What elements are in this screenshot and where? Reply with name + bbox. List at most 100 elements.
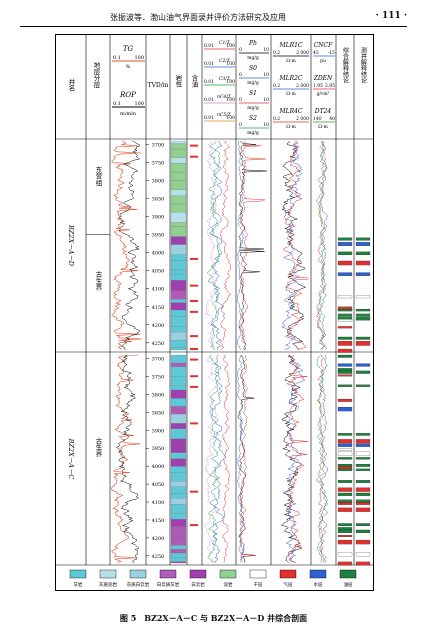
logging-interpretation-interval	[355, 539, 371, 545]
depth-tick-label: 3900	[152, 215, 165, 221]
depth-tick-label: 3750	[152, 161, 165, 167]
pyrolysis-header: Ph 0 10 mg/g S0 0 10 mg/g S1 0 10 mg/g S…	[239, 40, 269, 136]
lithology-interval	[170, 212, 187, 223]
depth-tick-label: 4000	[152, 251, 165, 257]
depth-tick-label: 4050	[152, 269, 165, 275]
s0-name: S0	[249, 65, 257, 72]
lithology-interval	[170, 143, 187, 150]
c3-max: 100	[226, 79, 235, 85]
lithology-interval	[170, 444, 187, 453]
interpretation-interval	[337, 326, 353, 329]
lithology-legend: 灰岩 灰质泥岩 灰质白云岩 白云质灰岩 白云岩 泥岩 干层 气层 水层 油层	[69, 569, 357, 588]
lithology-interval	[170, 389, 187, 399]
s1-min: 0	[239, 97, 242, 103]
depth-tick-label: 4250	[152, 554, 165, 560]
s0-min: 0	[239, 72, 242, 78]
interpretation-interval	[337, 319, 353, 322]
dt24-curve	[316, 354, 328, 563]
s0-max: 10	[263, 72, 269, 78]
interpretation-interval	[337, 507, 353, 512]
page-number: · 111 ·	[375, 11, 407, 21]
interpretation-interval	[337, 336, 353, 340]
lithology-interval	[170, 549, 187, 554]
mlr2c-min: 0.2	[273, 83, 280, 89]
lithology-interval	[170, 157, 187, 164]
c1-max: 100	[226, 43, 235, 49]
oil-show-mark	[190, 375, 198, 378]
header-rule	[20, 26, 407, 27]
lithology-interval	[170, 486, 187, 494]
lithology-interval	[170, 290, 187, 300]
mlr1c-min: 0.2	[273, 50, 280, 56]
dt24-min: 140	[313, 116, 322, 122]
logging-interpretation-interval	[355, 242, 371, 246]
logging-interpretation-interval	[355, 480, 371, 483]
cncf-name: CNCF	[314, 42, 333, 49]
legend-swatch	[129, 569, 147, 579]
logging-interpretation-interval	[355, 507, 371, 512]
mlr4c-curve	[285, 354, 309, 563]
lithology-interval	[170, 302, 187, 311]
s2-unit: mg/g	[247, 130, 259, 136]
zden-max: 2.95	[325, 83, 335, 89]
depth-tick-label: 4150	[152, 518, 165, 524]
interpretation-interval	[337, 237, 353, 241]
c3-curve	[206, 140, 223, 350]
c2-name: C2/Σ	[219, 58, 231, 64]
lithology-interval	[170, 203, 187, 213]
c2-min: 0.01	[204, 61, 214, 67]
depth-tick-label: 3700	[152, 357, 165, 363]
lithology-interval	[170, 195, 187, 205]
oil-show-mark	[190, 257, 198, 260]
legend-label: 白云质灰岩	[157, 581, 180, 588]
depth-tick-label: 4150	[152, 305, 165, 311]
dt24-name: DT24	[314, 108, 332, 115]
lithology-interval	[170, 481, 187, 487]
dt24-curve	[315, 140, 327, 350]
rop-curve	[116, 354, 140, 563]
mlr1c-max: 2 000	[296, 50, 309, 56]
c1-name: C1/Σ	[219, 40, 231, 46]
lithology-interval	[170, 366, 187, 377]
lithology-interval	[170, 274, 187, 281]
oil-show-mark	[190, 144, 198, 147]
interpretation-interval	[337, 561, 353, 566]
col-oil-show: 含油	[190, 73, 198, 89]
tg-name: TG	[123, 45, 134, 53]
c2-curve	[210, 354, 226, 563]
depth-tick-label: 3950	[152, 233, 165, 239]
legend-label: 灰岩	[74, 581, 83, 588]
col-lithology: 岩性	[174, 73, 182, 89]
nc5-max: 100	[226, 115, 235, 121]
depth-tick-label: 4250	[152, 341, 165, 347]
oil-show-mark	[190, 155, 198, 158]
lithology-interval	[170, 148, 187, 158]
s2-name: S2	[249, 115, 257, 122]
composite-log-figure: 井名 地层分层 TVD/m 岩性 含油 综合解释结论 测井解释结论 TG 0.1…	[55, 34, 374, 591]
cncf-curve	[316, 140, 328, 350]
lithology-interval	[170, 299, 187, 303]
mlr1c-unit: Ω·m	[286, 58, 296, 64]
depth-tick-label: 3800	[152, 392, 165, 398]
interpretation-interval	[337, 433, 353, 436]
c2-curve	[208, 140, 225, 350]
col-logging-result: 测井解释结论	[360, 46, 367, 84]
lithology-interval	[170, 519, 187, 527]
ph-unit: mg/g	[247, 55, 259, 61]
nc4-max: 100	[226, 97, 235, 103]
lithology-interval	[170, 385, 187, 391]
ph-curve	[237, 354, 256, 563]
legend-label: 干层	[254, 582, 263, 588]
figure-caption: 图 5 BZ2X－A－C 与 BZ2X－A－D 井综合剖面	[119, 613, 308, 623]
mlr4c-unit: Ω·m	[286, 124, 296, 130]
lithology-interval	[170, 332, 187, 341]
lithology-interval	[170, 244, 187, 255]
interpretation-interval	[337, 308, 353, 312]
lithology-interval	[170, 545, 187, 550]
logging-interpretation-interval	[355, 313, 371, 316]
logging-interpretation-interval	[355, 457, 371, 460]
depth-tick-label: 4050	[152, 482, 165, 488]
lithology-interval	[170, 280, 187, 291]
cncf-unit: pu	[320, 59, 326, 64]
interpretation-interval	[337, 463, 353, 467]
